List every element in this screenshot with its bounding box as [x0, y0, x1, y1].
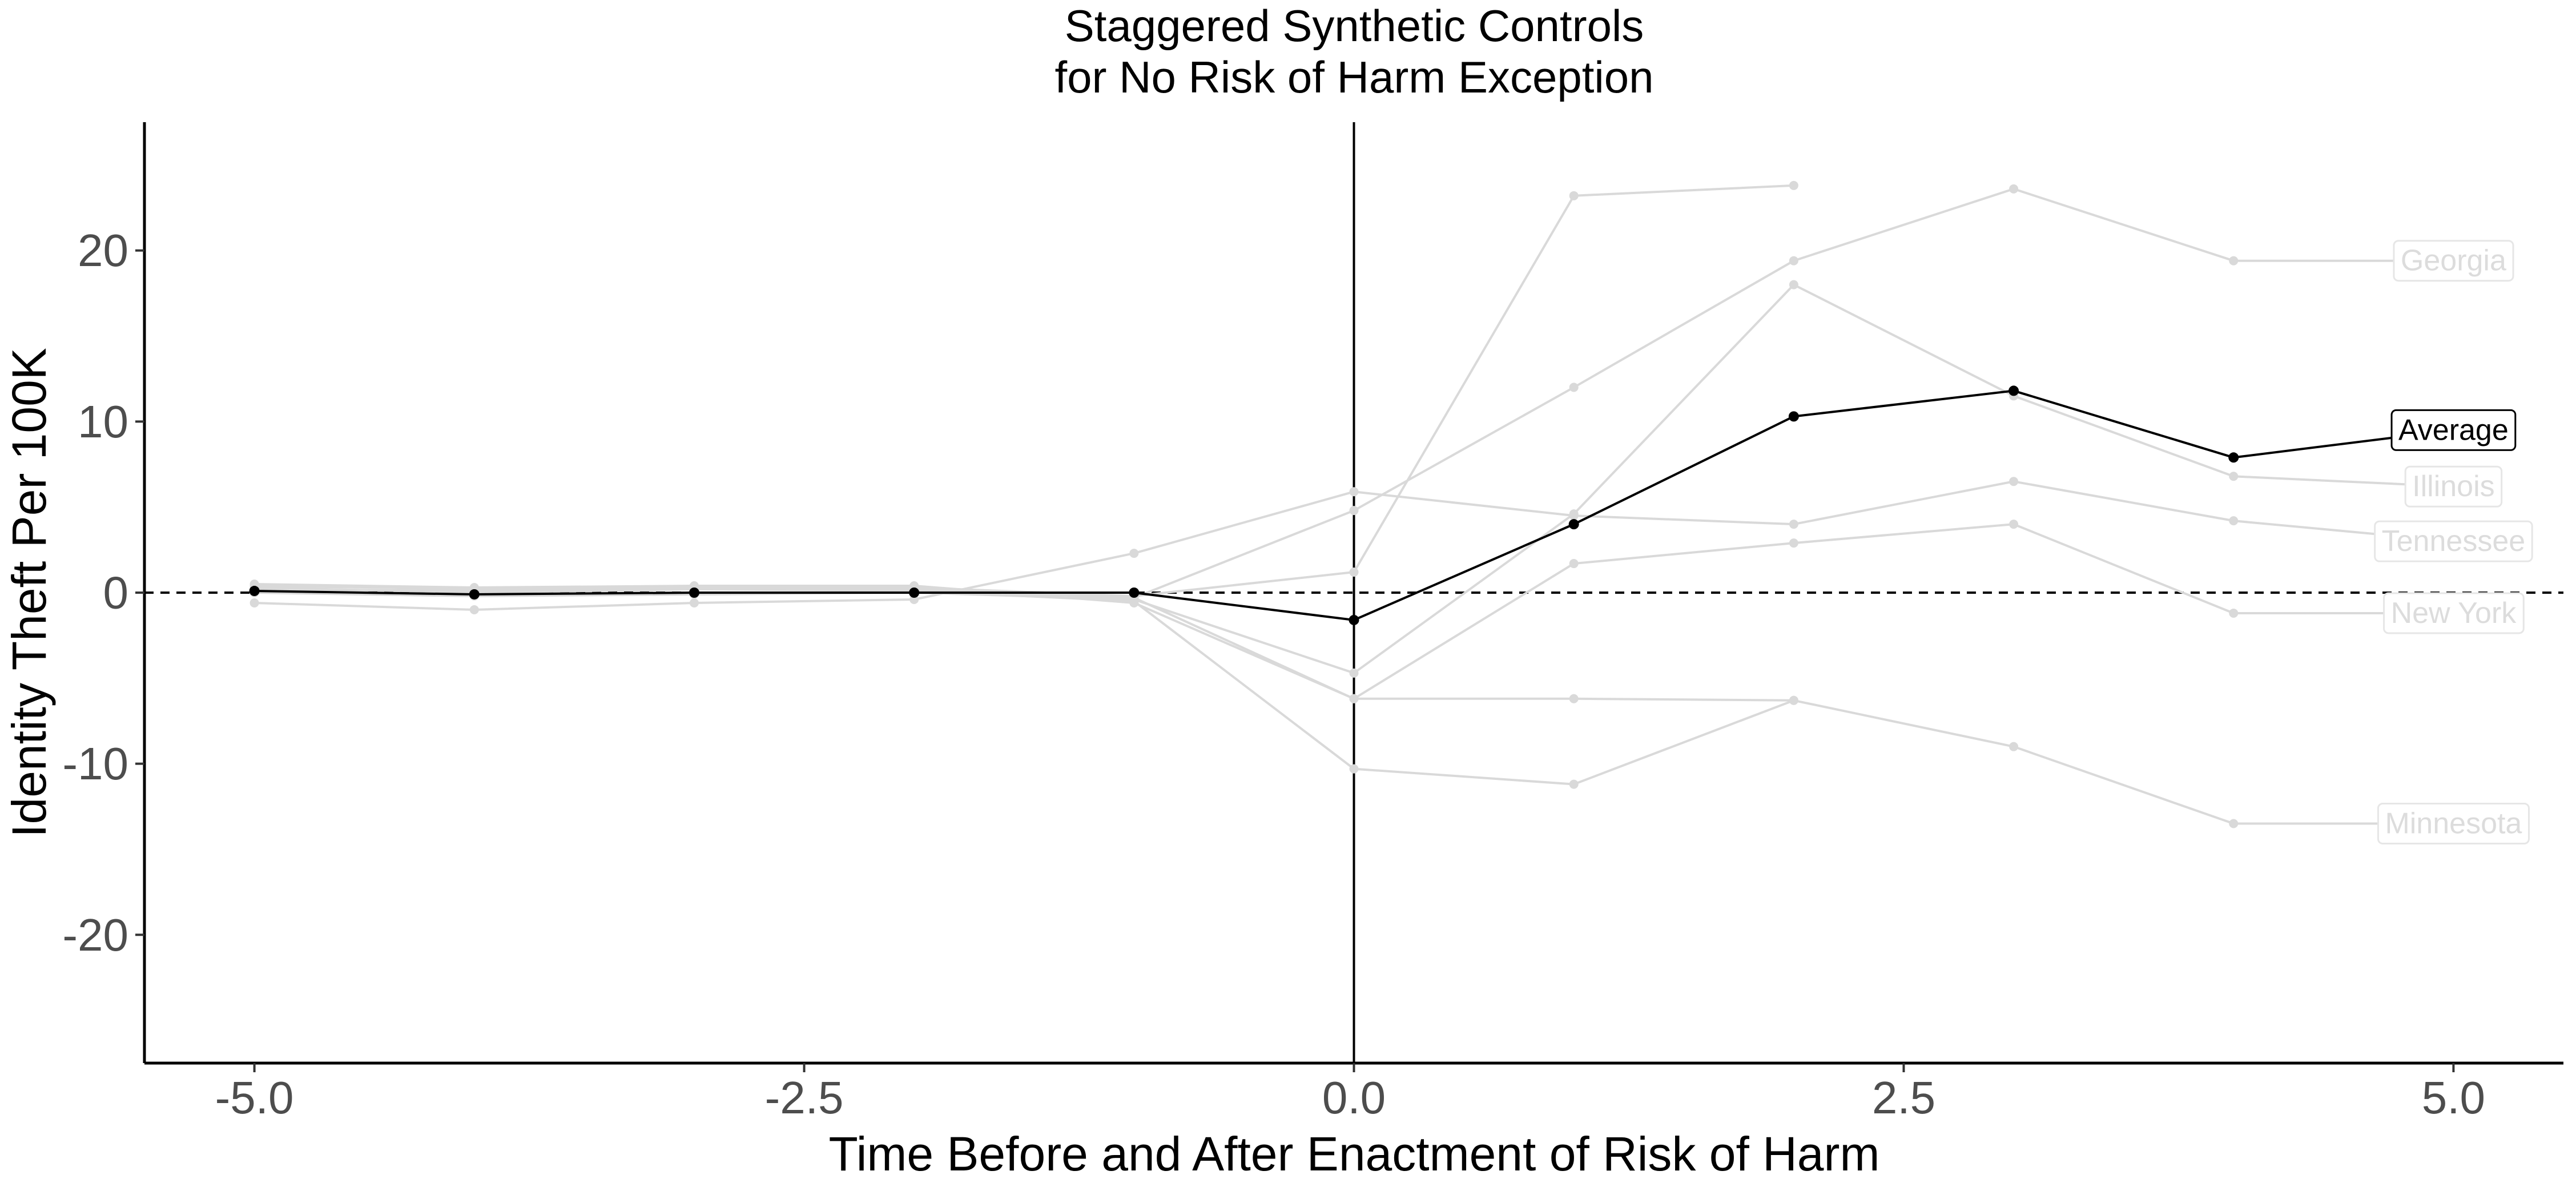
average-series-group [249, 385, 2454, 625]
y-axis-title: Identity Theft Per 100K [2, 348, 56, 838]
data-point-tennessee [469, 605, 479, 614]
data-point-georgia [2229, 256, 2239, 265]
data-point-minnesota [2229, 819, 2239, 828]
y-tick-label: -10 [62, 738, 128, 789]
y-tick-label: 10 [78, 396, 128, 447]
data-point-georgia [1349, 506, 1359, 516]
data-point-tennessee [249, 598, 259, 607]
data-point-unlabeled-state-6 [1569, 694, 1579, 703]
x-axis-ticks: -5.0 -2.5 0.0 2.5 5.0 [215, 1063, 2485, 1123]
data-point-tennessee [1789, 520, 1798, 529]
data-point-georgia [1569, 383, 1579, 392]
x-axis-title: Time Before and After Enactment of Risk … [829, 1127, 1880, 1181]
data-point-average [689, 588, 699, 598]
data-point-new-york [2009, 520, 2019, 529]
series-label-georgia-text: Georgia [2401, 244, 2506, 277]
y-tick-label: 0 [103, 568, 129, 618]
data-point-average [469, 589, 480, 599]
series-label-tennessee-box [2374, 520, 2533, 562]
data-point-average [2228, 452, 2239, 463]
series-label-average-box [2390, 409, 2517, 451]
y-axis-ticks: 20 10 0 -10 -20 [62, 225, 144, 960]
data-point-tennessee [2009, 477, 2019, 486]
data-point-georgia [2009, 184, 2019, 194]
series-label-average: Average [2390, 409, 2517, 451]
data-point-unlabeled-state-5 [1569, 191, 1579, 200]
data-point-new-york [1789, 538, 1798, 548]
data-point-average [2009, 385, 2019, 396]
data-point-average [1568, 519, 1579, 530]
data-point-minnesota [1569, 779, 1579, 789]
series-label-average-text: Average [2398, 413, 2509, 446]
series-label-minnesota-text: Minnesota [2385, 807, 2522, 840]
chart-title-line1: Staggered Synthetic Controls [1065, 1, 1644, 51]
series-label-tennessee-text: Tennessee [2382, 525, 2526, 558]
series-label-illinois-text: Illinois [2412, 470, 2495, 503]
data-point-tennessee [689, 598, 699, 607]
series-label-minnesota: Minnesota [2377, 803, 2530, 845]
y-tick-label: 20 [78, 225, 128, 276]
x-tick-label: 0.0 [1322, 1072, 1386, 1123]
series-label-illinois: Illinois [2404, 465, 2503, 508]
data-point-unlabeled-state-5 [1349, 568, 1359, 577]
x-tick-label: -5.0 [215, 1072, 294, 1123]
series-label-illinois-box [2404, 465, 2503, 508]
data-point-minnesota [1349, 764, 1359, 774]
data-point-average [249, 586, 260, 597]
x-tick-label: -2.5 [765, 1072, 844, 1123]
series-label-minnesota-box [2377, 803, 2530, 845]
data-point-georgia [1789, 256, 1798, 265]
data-point-average [1349, 614, 1359, 625]
data-point-average [909, 588, 920, 598]
y-tick-label: -20 [62, 910, 128, 960]
data-point-average [1129, 588, 1140, 598]
x-tick-label: 5.0 [2422, 1072, 2485, 1123]
x-tick-label: 2.5 [1872, 1072, 1935, 1123]
data-point-unlabeled-state-5 [1789, 180, 1798, 190]
series-label-georgia-box [2393, 240, 2514, 282]
data-point-average [1788, 411, 1799, 422]
data-point-illinois [1789, 280, 1798, 289]
series-labels-group: Georgia Illinois Tennessee New York Minnesot… [2374, 240, 2533, 845]
data-point-tennessee [1349, 487, 1359, 497]
series-line-unlabeled-state-6 [1133, 597, 1794, 702]
series-label-new-york: New York [2383, 592, 2525, 634]
data-point-unlabeled-state-6 [1349, 694, 1359, 703]
data-point-tennessee [1569, 511, 1579, 521]
series-label-tennessee: Tennessee [2374, 520, 2533, 562]
data-point-illinois [1349, 668, 1359, 678]
data-point-minnesota [2009, 742, 2019, 751]
series-label-georgia: Georgia [2393, 240, 2514, 282]
data-point-new-york [1569, 559, 1579, 569]
data-point-new-york [2229, 608, 2239, 618]
series-label-new-york-text: New York [2391, 597, 2517, 630]
data-point-illinois [2229, 472, 2239, 481]
data-point-unlabeled-state-6 [1789, 695, 1798, 705]
series-label-new-york-box [2383, 592, 2525, 634]
data-point-tennessee [1129, 549, 1139, 558]
chart-title-line2: for No Risk of Harm Exception [1054, 52, 1653, 102]
data-point-tennessee [2229, 516, 2239, 526]
